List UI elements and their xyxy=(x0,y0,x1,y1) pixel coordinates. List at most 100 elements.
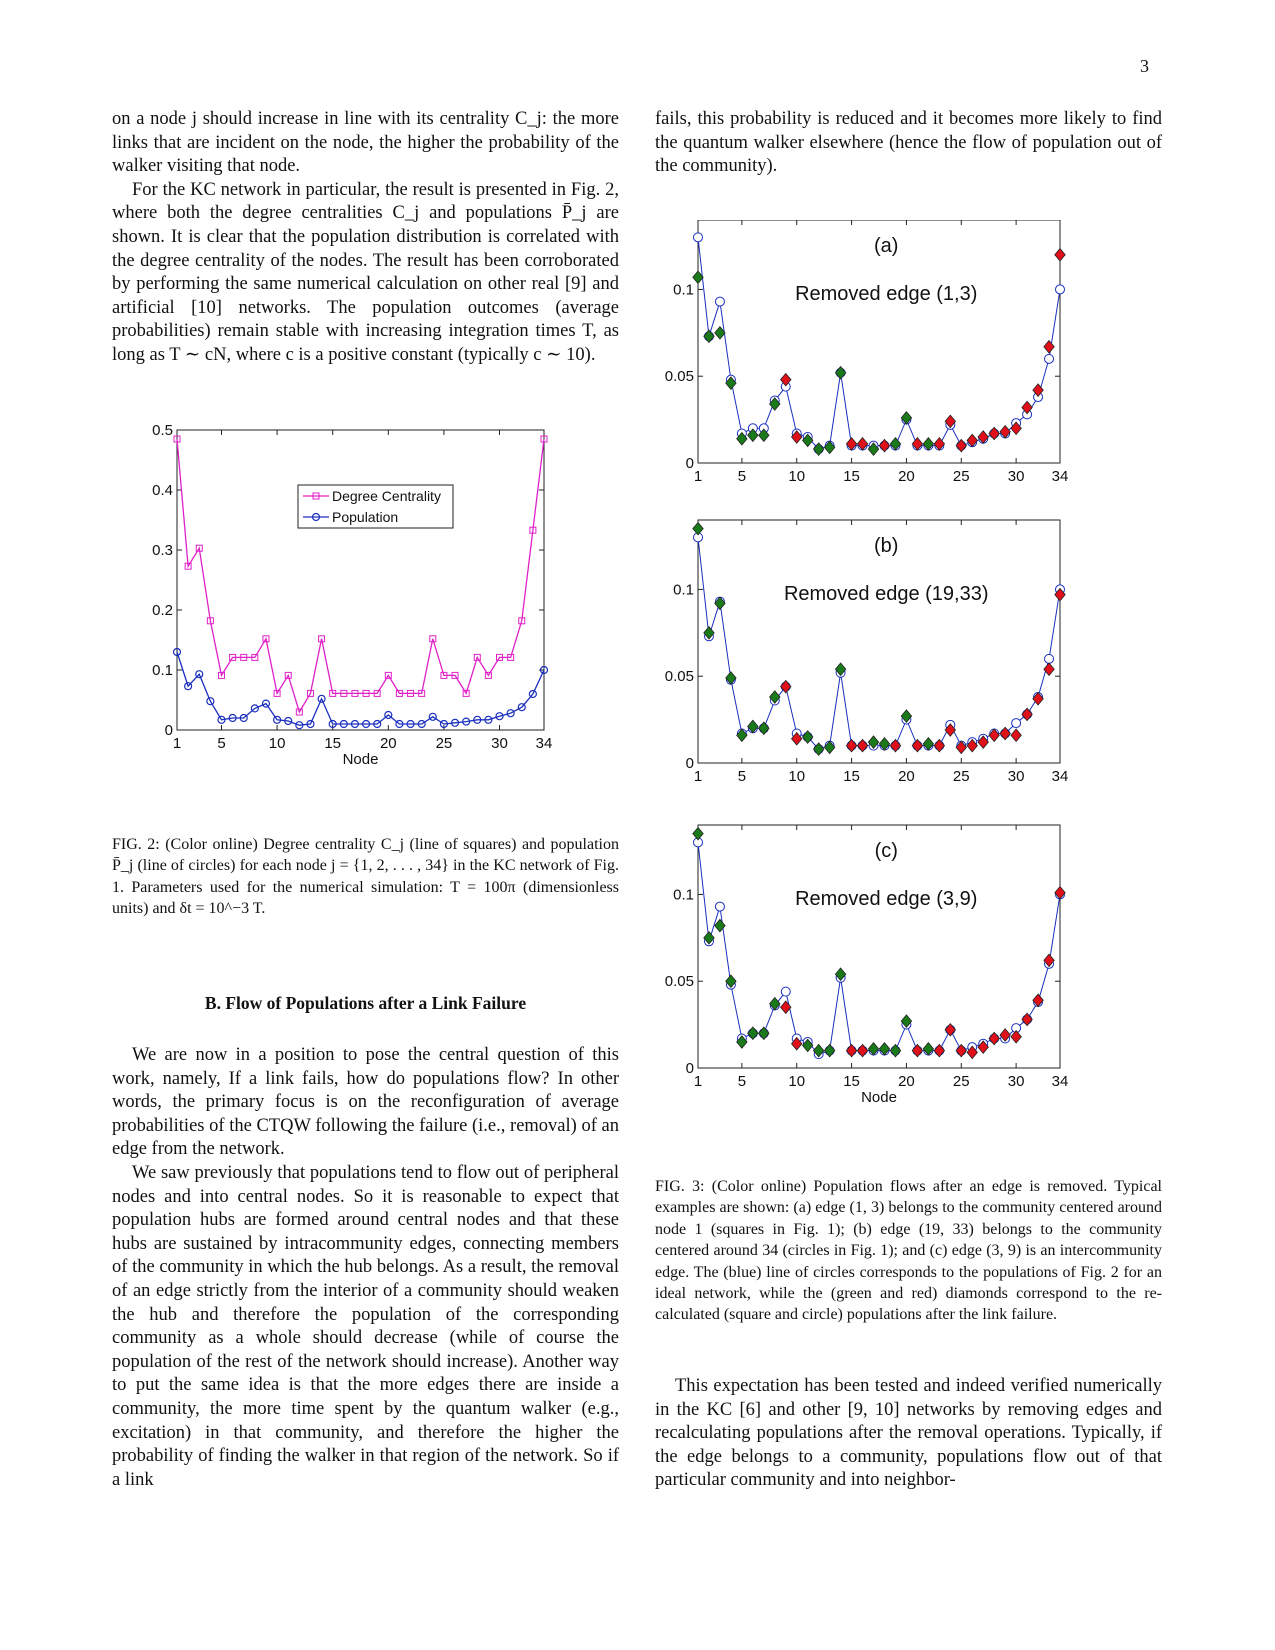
legend: Degree Centrality Population xyxy=(297,484,454,529)
ideal-population-marker xyxy=(1055,284,1065,295)
after-failure-diamond xyxy=(736,1035,748,1049)
population-marker xyxy=(517,703,526,712)
after-failure-diamond xyxy=(999,726,1011,741)
x-tick-label: 1 xyxy=(173,735,181,752)
after-failure-diamond xyxy=(900,411,913,425)
after-failure-diamond xyxy=(823,440,836,455)
after-failure-diamond xyxy=(703,930,715,945)
y-tick-label: 0 xyxy=(686,455,694,472)
after-failure-diamond xyxy=(801,433,814,448)
population-marker xyxy=(350,719,360,729)
population-marker xyxy=(295,721,304,730)
population-marker xyxy=(317,694,326,703)
ideal-population-marker xyxy=(1011,718,1022,729)
after-failure-diamond xyxy=(747,1026,759,1041)
ideal-population-marker xyxy=(1044,353,1055,364)
population-marker xyxy=(217,715,226,724)
degree-marker xyxy=(262,635,270,643)
degree-marker xyxy=(295,708,303,716)
population-marker xyxy=(450,718,460,727)
x-tick-label: 34 xyxy=(1052,468,1069,485)
after-failure-diamond xyxy=(725,974,737,989)
after-failure-diamond xyxy=(845,738,858,753)
population-marker xyxy=(384,710,393,720)
after-failure-diamond xyxy=(692,521,704,536)
degree-marker xyxy=(384,671,392,679)
figure-2: 1 5 10 15 20 25 30 34 0 0.1 0.2 0.3 0.4 0.5 Node Degree… xyxy=(112,422,632,810)
degree-marker xyxy=(484,671,492,679)
panel-annotation: Removed edge (1,3) xyxy=(795,283,977,305)
plot-frame xyxy=(697,519,1061,764)
paragraph: This expectation has been tested and ind… xyxy=(655,1376,1162,1491)
after-failure-diamond xyxy=(878,737,891,751)
y-tick-label: 0.1 xyxy=(673,581,694,598)
population-marker xyxy=(250,704,259,713)
panel-label: (a) xyxy=(874,235,898,257)
after-failure-diamond xyxy=(955,1043,967,1058)
after-failure-diamond xyxy=(1032,691,1044,706)
population-marker xyxy=(528,689,537,699)
after-failure-diamond xyxy=(933,738,946,753)
plot-frame xyxy=(697,219,1061,464)
after-failure-diamond xyxy=(834,662,847,677)
ideal-population-marker xyxy=(780,986,791,997)
x-tick-label: 5 xyxy=(217,735,225,752)
y-tick-label: 0.05 xyxy=(665,368,694,385)
after-failure-diamond xyxy=(758,721,770,736)
x-tick-label: 10 xyxy=(788,468,805,485)
after-failure-diamond xyxy=(922,437,935,451)
degree-marker xyxy=(540,435,548,443)
left-column-top: on a node j should increase in line with… xyxy=(112,108,619,368)
section-heading: B. Flow of Populations after a Link Fail… xyxy=(204,993,527,1013)
figure-3: 1 5 10 15 20 25 30 34 0 0.05 0.1 (a) Removed edge (1… xyxy=(655,219,1125,1150)
population-marker xyxy=(473,715,482,724)
x-tick-label: 20 xyxy=(898,468,915,485)
after-failure-diamond xyxy=(867,735,880,750)
degree-marker xyxy=(284,671,292,679)
x-tick-label: 25 xyxy=(436,735,453,752)
after-failure-diamond xyxy=(911,1043,924,1058)
degree-marker xyxy=(518,617,526,625)
y-tick-label: 0 xyxy=(686,755,694,772)
after-failure-diamond xyxy=(823,740,836,755)
x-tick-label: 34 xyxy=(536,735,553,752)
population-marker xyxy=(184,682,193,691)
degree-marker xyxy=(306,689,314,697)
y-tick-label: 0.5 xyxy=(152,425,173,439)
after-failure-diamond xyxy=(692,270,704,285)
legend-circle-icon xyxy=(311,512,321,522)
x-tick-label: 5 xyxy=(738,1073,746,1090)
population-marker xyxy=(261,699,271,708)
degree-marker xyxy=(206,617,214,625)
after-failure-diamond xyxy=(780,372,792,387)
after-failure-diamond xyxy=(1032,383,1044,397)
after-failure-diamond xyxy=(966,1045,978,1060)
degree-marker xyxy=(329,689,337,697)
degree-marker xyxy=(451,671,459,679)
population-marker xyxy=(339,719,348,729)
x-tick-label: 30 xyxy=(1008,1073,1025,1090)
after-failure-diamond xyxy=(758,1026,770,1041)
figure-3-caption: FIG. 3: (Color online) Population flows … xyxy=(655,1178,1162,1324)
ideal-population-line xyxy=(697,537,1061,750)
after-failure-diamond xyxy=(769,690,781,704)
x-tick-label: 25 xyxy=(953,1073,970,1090)
panel-label: (c) xyxy=(875,840,898,862)
x-tick-label: 25 xyxy=(953,468,970,485)
plot-frame xyxy=(176,429,545,731)
figure-2-caption: FIG. 2: (Color online) Degree centrality… xyxy=(112,836,619,918)
after-failure-diamond xyxy=(944,723,957,737)
after-failure-diamond xyxy=(944,1022,957,1037)
ideal-population-marker xyxy=(714,296,725,307)
y-tick-label: 0.1 xyxy=(673,281,694,298)
page-number: 3 xyxy=(1140,56,1149,76)
population-marker xyxy=(328,719,337,729)
panel-label: (b) xyxy=(874,535,898,557)
x-tick-label: 1 xyxy=(694,468,702,485)
left-column-bottom: We are now in a position to pose the cen… xyxy=(112,1044,619,1492)
degree-marker xyxy=(462,689,470,697)
after-failure-diamond xyxy=(966,738,978,753)
population-marker xyxy=(539,665,549,675)
after-failure-diamond xyxy=(944,414,957,429)
after-failure-diamond xyxy=(922,737,935,751)
